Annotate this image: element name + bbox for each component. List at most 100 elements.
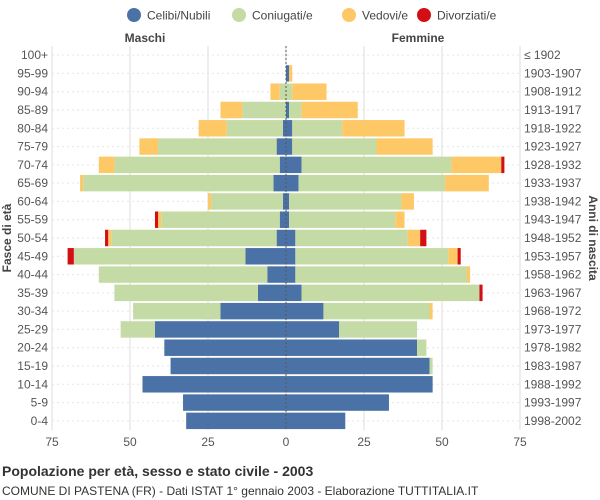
legend-label: Celibi/Nubili bbox=[147, 9, 210, 23]
bar-male-vedovi bbox=[139, 138, 159, 155]
birth-year-label: 1933-1937 bbox=[524, 176, 582, 190]
bar-female-nubili bbox=[286, 229, 296, 247]
bar-male-coniugati bbox=[226, 120, 283, 137]
x-tick-label: 75 bbox=[45, 435, 59, 449]
bar-female-vedove bbox=[395, 211, 405, 228]
legend-marker bbox=[417, 8, 431, 22]
bar-female-nubili bbox=[286, 284, 302, 302]
age-group-label: 40-44 bbox=[17, 268, 48, 282]
bar-female-coniugate bbox=[289, 193, 402, 210]
bar-female-vedove bbox=[448, 248, 458, 265]
bar-female-coniugate bbox=[292, 138, 377, 155]
bar-male-celibi bbox=[245, 248, 286, 265]
bar-female-coniugate bbox=[301, 156, 452, 174]
y-axis-title-right: Anni di nascita bbox=[586, 195, 600, 281]
age-group-label: 15-19 bbox=[17, 359, 48, 373]
bar-female-divorziate bbox=[479, 284, 483, 302]
bar-female-nubili bbox=[286, 156, 302, 174]
legend-marker bbox=[232, 8, 246, 22]
x-tick-label: 25 bbox=[201, 435, 215, 449]
age-group-label: 5-9 bbox=[31, 396, 49, 410]
bar-female-vedove bbox=[289, 65, 293, 82]
bar-male-vedovi bbox=[98, 156, 115, 174]
bar-male-coniugati bbox=[111, 229, 277, 247]
bar-male-celibi bbox=[267, 266, 286, 283]
bar-male-celibi bbox=[220, 302, 286, 320]
bar-female-coniugate bbox=[289, 101, 302, 119]
legend-label: Vedovi/e bbox=[362, 9, 408, 23]
birth-year-label: 1973-1977 bbox=[524, 322, 582, 336]
birth-year-label: 1928-1932 bbox=[524, 158, 582, 172]
bar-female-vedove bbox=[445, 174, 489, 192]
birth-year-label: 1958-1962 bbox=[524, 268, 582, 282]
legend-label: Coniugati/e bbox=[252, 9, 313, 23]
bar-female-coniugate bbox=[301, 284, 480, 302]
bar-female-coniugate bbox=[295, 266, 467, 283]
birth-year-label: 1998-2002 bbox=[524, 414, 582, 428]
bar-male-vedovi bbox=[220, 101, 243, 119]
birth-year-label: 1968-1972 bbox=[524, 304, 582, 318]
birth-year-label: 1963-1967 bbox=[524, 286, 582, 300]
age-group-label: 85-89 bbox=[17, 103, 48, 117]
bar-female-vedove bbox=[407, 229, 421, 247]
birth-year-label: 1948-1952 bbox=[524, 231, 582, 245]
bar-female-nubili bbox=[286, 339, 418, 356]
age-group-label: 95-99 bbox=[17, 66, 48, 80]
age-group-label: 20-24 bbox=[17, 341, 48, 355]
birth-year-label: 1923-1927 bbox=[524, 140, 582, 154]
bar-male-divorziati bbox=[67, 248, 74, 265]
age-group-label: 80-84 bbox=[17, 121, 48, 135]
bar-female-divorziate bbox=[457, 248, 461, 265]
bar-female-nubili bbox=[286, 120, 293, 137]
bar-female-vedove bbox=[301, 101, 358, 119]
bar-female-vedove bbox=[466, 266, 471, 283]
x-tick-label: 25 bbox=[357, 435, 371, 449]
bar-female-divorziate bbox=[420, 229, 427, 247]
bar-male-celibi bbox=[142, 376, 286, 393]
bar-female-vedove bbox=[376, 138, 433, 155]
x-tick-label: 50 bbox=[123, 435, 137, 449]
bar-male-coniugati bbox=[242, 101, 286, 119]
age-group-label: 60-64 bbox=[17, 194, 48, 208]
bar-male-vedovi bbox=[208, 193, 212, 210]
population-pyramid-chart: 75 50 25 0 25 50 75 100+ ≤ 1902 95-99 1903-1907 90-… bbox=[0, 8, 600, 449]
age-group-label: 35-39 bbox=[17, 286, 48, 300]
males-header: Maschi bbox=[125, 31, 166, 45]
age-group-label: 30-34 bbox=[17, 304, 48, 318]
females-header: Femmine bbox=[392, 31, 445, 45]
bar-male-divorziati bbox=[105, 229, 109, 247]
bar-male-celibi bbox=[282, 193, 286, 210]
bar-male-coniugati bbox=[161, 211, 280, 228]
bar-female-coniugate bbox=[292, 120, 343, 137]
bar-female-vedove bbox=[451, 156, 502, 174]
bar-female-nubili bbox=[286, 138, 293, 155]
birth-year-label: 1993-1997 bbox=[524, 396, 582, 410]
age-group-label: 50-54 bbox=[17, 231, 48, 245]
bar-female-coniugate bbox=[339, 321, 418, 338]
bar-male-celibi bbox=[257, 284, 286, 302]
age-group-label: 75-79 bbox=[17, 140, 48, 154]
bar-female-coniugate bbox=[417, 339, 427, 356]
bar-male-divorziati bbox=[154, 211, 159, 228]
bar-female-nubili bbox=[286, 174, 299, 192]
bar-female-nubili bbox=[286, 266, 296, 283]
age-group-label: 25-29 bbox=[17, 322, 48, 336]
birth-year-label: ≤ 1902 bbox=[524, 48, 561, 62]
age-group-label: 45-49 bbox=[17, 249, 48, 263]
bar-female-nubili bbox=[286, 65, 290, 82]
age-group-label: 90-94 bbox=[17, 85, 48, 99]
bar-male-coniugati bbox=[83, 174, 274, 192]
birth-year-label: 1938-1942 bbox=[524, 194, 582, 208]
chart-title: Popolazione per età, sesso e stato civil… bbox=[2, 463, 314, 479]
bar-female-coniugate bbox=[295, 229, 408, 247]
bar-male-coniugati bbox=[98, 266, 268, 283]
bar-male-celibi bbox=[276, 229, 286, 247]
birth-year-label: 1988-1992 bbox=[524, 377, 582, 391]
bar-female-divorziate bbox=[501, 156, 505, 174]
birth-year-label: 1978-1982 bbox=[524, 341, 582, 355]
bar-male-vedovi bbox=[108, 229, 112, 247]
bar-female-vedove bbox=[292, 83, 327, 100]
bar-male-celibi bbox=[282, 120, 286, 137]
age-group-label: 0-4 bbox=[31, 414, 49, 428]
bar-male-coniugati bbox=[133, 302, 221, 320]
